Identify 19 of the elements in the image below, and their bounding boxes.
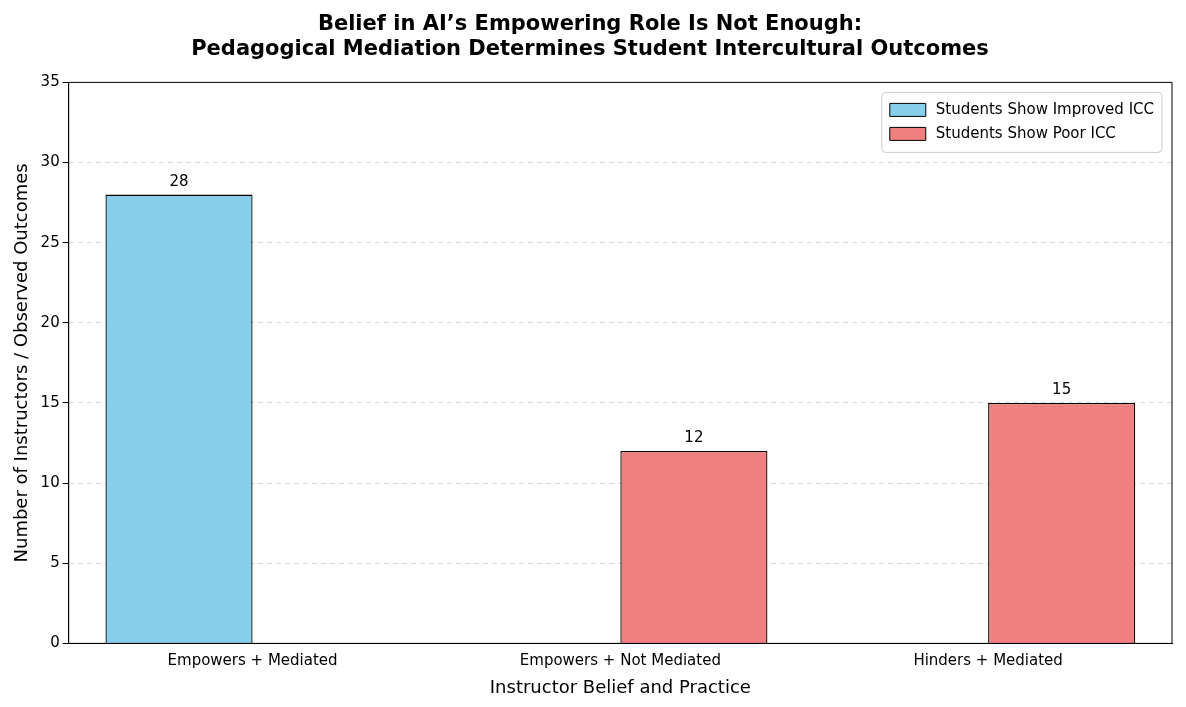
y-tick-label: 20 (40, 312, 60, 331)
legend-label: Students Show Improved ICC (935, 100, 1155, 119)
x-tick-label: Empowers + Mediated (167, 651, 338, 670)
x-tick-label: Empowers + Not Mediated (519, 651, 721, 670)
x-axis-title: Instructor Belief and Practice (489, 675, 751, 697)
y-tick-label: 0 (50, 633, 60, 652)
chart-title: Belief in AI’s Empowering Role Is Not Enough: Pedagogical Mediation Determines Student Intercultural Outcomes (191, 11, 989, 61)
x-tick-label: Hinders + Mediated (913, 651, 1063, 670)
data-label: 15 (1052, 380, 1072, 399)
y-tick-label: 10 (40, 473, 60, 491)
y-tick-label: 30 (40, 152, 60, 171)
data-label: 28 (169, 171, 189, 190)
y-tick-label: 35 (40, 72, 60, 91)
y-tick-label: 25 (40, 232, 60, 251)
y-tick-label: 5 (50, 553, 60, 572)
y-axis-title: Number of Instructors / Observed Outcomes (10, 163, 32, 563)
data-label: 12 (684, 428, 704, 447)
y-tick-label: 15 (40, 392, 60, 411)
legend-label: Students Show Poor ICC (935, 124, 1116, 143)
